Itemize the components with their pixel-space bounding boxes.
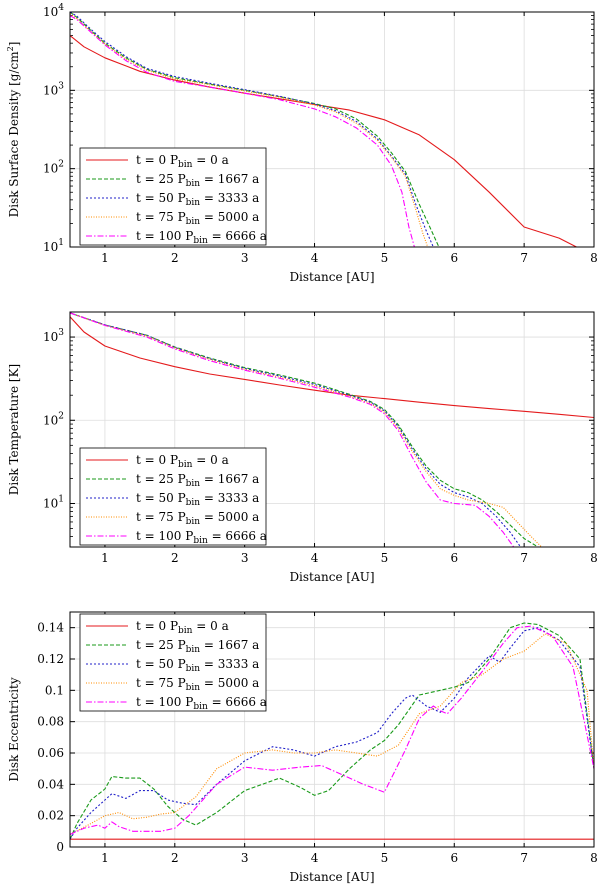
legend-box	[79, 613, 267, 712]
y-tick-label: 0.04	[37, 777, 64, 791]
legend-label-4: t = 100 Pbin = 6666 a	[136, 695, 267, 712]
y-tick-label: 0.08	[37, 715, 64, 729]
y-tick-label: 0.1	[45, 683, 64, 697]
legend-label-3: t = 75 Pbin = 5000 a	[136, 676, 259, 693]
series-line-3	[70, 13, 429, 247]
x-tick-label: 8	[590, 851, 598, 865]
series-line-2	[70, 12, 434, 247]
panel-temperature: 1 2 3 4 5 6 7 8 101 102 103 Distance [AU] Disk Tempe…	[7, 311, 598, 584]
x-tick-label: 7	[520, 551, 528, 565]
y-tick-label: 104	[43, 3, 64, 19]
series-line-4	[70, 312, 515, 547]
legend-label-1: t = 25 Pbin = 1667 a	[136, 172, 259, 189]
x-tick-label: 2	[171, 251, 179, 265]
legend-label-1: t = 25 Pbin = 1667 a	[136, 472, 259, 489]
series-line-2	[70, 627, 594, 840]
series-line-1	[70, 12, 440, 247]
x-tick-label: 2	[171, 851, 179, 865]
x-tick-label: 8	[590, 551, 598, 565]
legend: t = 0 Pbin = 0 a t = 25 Pbin = 1667 a t = …	[79, 447, 267, 546]
panel-surface-density: 1 2 3 4 5 6 7 8 101 102 103 104 Distance [AU] Disk Su…	[6, 3, 598, 284]
legend-box	[79, 447, 267, 546]
series-line-4	[70, 15, 415, 247]
y-tick-label: 101	[43, 494, 64, 510]
y-tick-label: 0	[56, 840, 64, 854]
y-tick-label: 0.06	[37, 746, 64, 760]
x-tick-label: 8	[590, 251, 598, 265]
x-tick-label: 2	[171, 551, 179, 565]
x-tick-label: 5	[381, 851, 389, 865]
legend-box	[79, 147, 267, 246]
x-tick-label: 3	[241, 851, 249, 865]
x-tick-label: 5	[381, 251, 389, 265]
legend: t = 0 Pbin = 0 a t = 25 Pbin = 1667 a t = …	[79, 147, 267, 246]
legend-label-3: t = 75 Pbin = 5000 a	[136, 210, 259, 227]
x-tick-label: 6	[450, 851, 458, 865]
y-tick-label: 102	[43, 160, 64, 176]
axes-frame	[69, 311, 595, 548]
x-tick-label: 5	[381, 551, 389, 565]
legend-label-1: t = 25 Pbin = 1667 a	[136, 638, 259, 655]
legend: t = 0 Pbin = 0 a t = 25 Pbin = 1667 a t = …	[79, 613, 267, 712]
axes-frame	[69, 611, 595, 848]
legend-label-0: t = 0 Pbin = 0 a	[136, 153, 229, 170]
series-line-3	[70, 633, 594, 835]
y-tick-label: 0.12	[37, 652, 64, 666]
x-tick-label: 1	[101, 851, 109, 865]
series-line-0	[70, 316, 594, 419]
y-tick-label: 102	[43, 411, 64, 427]
x-tick-label: 4	[311, 251, 319, 265]
y-axis-label: Disk Surface Density [g/cm2]	[6, 42, 21, 218]
y-axis-label: Disk Temperature [K]	[7, 364, 21, 495]
legend-label-2: t = 50 Pbin = 3333 a	[136, 191, 259, 208]
panel-eccentricity: 1 2 3 4 5 6 7 8 0 0.02 0.04 0.06 0.08 0.1 0.12 0.14 Dist…	[7, 611, 598, 884]
y-tick-label: 103	[43, 328, 64, 344]
y-tick-label: 103	[43, 81, 64, 97]
y-axis-label: Disk Eccentricity	[7, 677, 21, 782]
series-line-4	[70, 625, 594, 836]
x-tick-label: 1	[101, 551, 109, 565]
legend-label-2: t = 50 Pbin = 3333 a	[136, 657, 259, 674]
legend-label-2: t = 50 Pbin = 3333 a	[136, 491, 259, 508]
x-axis-label: Distance [AU]	[289, 270, 374, 284]
series-line-0	[70, 35, 577, 247]
series-line-1	[70, 622, 594, 840]
x-tick-label: 7	[520, 851, 528, 865]
x-tick-label: 3	[241, 251, 249, 265]
x-tick-label: 7	[520, 251, 528, 265]
x-tick-label: 4	[311, 551, 319, 565]
x-tick-label: 6	[450, 551, 458, 565]
legend-label-4: t = 100 Pbin = 6666 a	[136, 529, 267, 546]
x-axis-label: Distance [AU]	[289, 570, 374, 584]
legend-label-0: t = 0 Pbin = 0 a	[136, 619, 229, 636]
y-tick-label: 0.02	[37, 809, 64, 823]
x-tick-label: 1	[101, 251, 109, 265]
axes-frame	[69, 11, 595, 248]
x-tick-label: 4	[311, 851, 319, 865]
x-tick-label: 6	[450, 251, 458, 265]
x-axis-label: Distance [AU]	[289, 870, 374, 884]
x-tick-label: 3	[241, 551, 249, 565]
legend-label-4: t = 100 Pbin = 6666 a	[136, 229, 267, 246]
legend-label-0: t = 0 Pbin = 0 a	[136, 453, 229, 470]
y-tick-label: 0.14	[37, 621, 64, 635]
legend-label-3: t = 75 Pbin = 5000 a	[136, 510, 259, 527]
y-tick-label: 101	[43, 238, 64, 254]
